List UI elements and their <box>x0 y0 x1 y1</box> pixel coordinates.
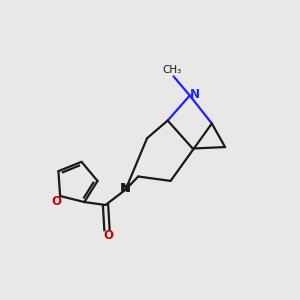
Text: N: N <box>190 88 200 100</box>
Text: N: N <box>121 182 131 195</box>
Text: O: O <box>52 195 61 208</box>
Text: CH₃: CH₃ <box>163 65 182 75</box>
Text: O: O <box>103 230 113 242</box>
Text: N: N <box>120 182 130 195</box>
